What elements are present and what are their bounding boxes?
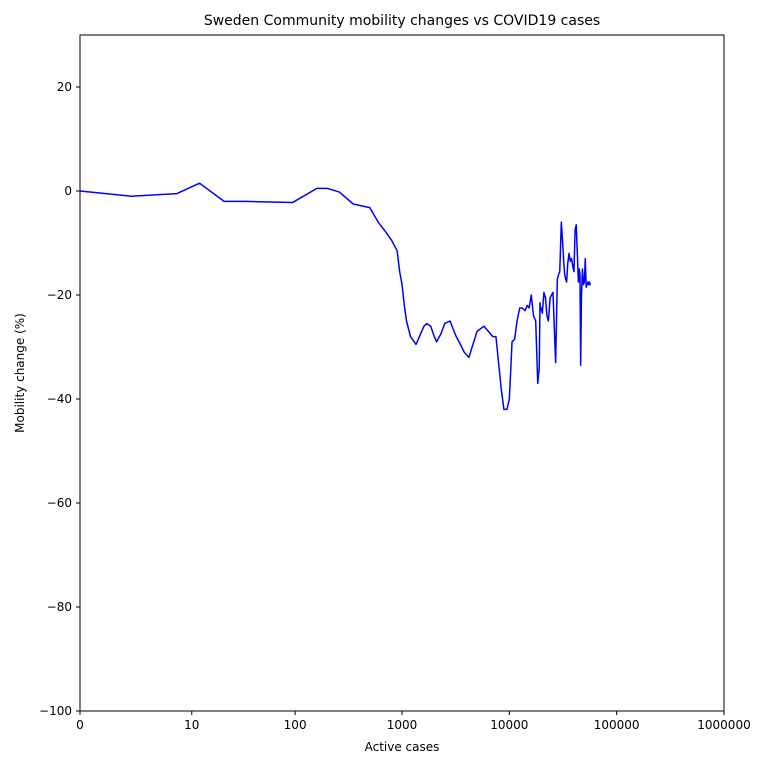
y-tick-label: −20 <box>47 288 72 302</box>
x-tick-label: 1000000 <box>697 718 750 732</box>
x-tick-label: 10000 <box>490 718 528 732</box>
y-axis-label: Mobility change (%) <box>13 313 27 433</box>
y-tick-label: −100 <box>39 704 72 718</box>
y-tick-label: −60 <box>47 496 72 510</box>
x-tick-label: 10 <box>184 718 199 732</box>
y-tick-label: −40 <box>47 392 72 406</box>
y-tick-label: 20 <box>57 80 72 94</box>
x-axis-label: Active cases <box>365 740 440 754</box>
y-tick-label: 0 <box>64 184 72 198</box>
series-line <box>79 182 591 411</box>
x-tick-label: 0 <box>76 718 84 732</box>
x-tick-label: 100000 <box>594 718 640 732</box>
x-axis: 0 10 100 1000 10000 100000 1000000 <box>76 711 751 732</box>
x-tick-label: 100 <box>284 718 307 732</box>
y-axis: 20 0 −20 −40 −60 −80 −100 <box>39 80 80 718</box>
chart-title: Sweden Community mobility changes vs COV… <box>204 13 600 29</box>
y-tick-label: −80 <box>47 600 72 614</box>
x-tick-label: 1000 <box>387 718 418 732</box>
plot-area <box>79 182 591 411</box>
